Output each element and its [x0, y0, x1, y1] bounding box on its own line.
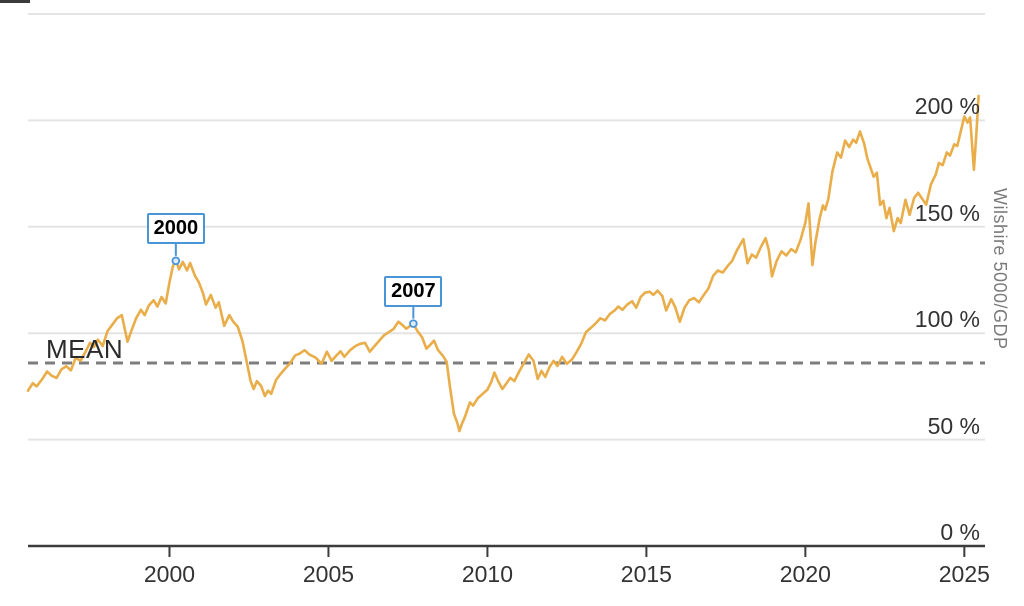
annotation-2007-peak[interactable]: 2007: [384, 275, 443, 307]
x-axis-tick-label-2025: 2025: [938, 561, 990, 587]
wilshire-gdp-line: [26, 94, 980, 433]
y-axis-tick-label-0: 0 %: [940, 519, 980, 545]
y-axis-tick-label-100: 100 %: [914, 306, 980, 333]
y-axis-tick-label-150: 150 %: [914, 199, 980, 226]
x-axis-tick-label-2015: 2015: [620, 561, 672, 587]
y-axis-tick-label-200: 200 %: [914, 93, 980, 120]
top-left-border-fragment: [0, 0, 30, 3]
x-axis-tick-label-2010: 2010: [461, 561, 513, 587]
y-axis-tick-label-50: 50 %: [927, 412, 980, 439]
y-axis-title-wilshire-5000-gdp: Wilshire 5000/GDP: [990, 188, 1010, 350]
x-axis-tick-label-2020: 2020: [779, 561, 831, 587]
annotation-dot-2007: [409, 319, 418, 328]
annotation-2000-peak[interactable]: 2000: [146, 212, 205, 244]
mean-line-label: MEAN: [46, 334, 124, 364]
x-axis-tick-label-2000: 2000: [143, 561, 196, 587]
x-axis-tick-label-2005: 2005: [302, 561, 355, 587]
annotation-dot-2000: [171, 256, 181, 266]
